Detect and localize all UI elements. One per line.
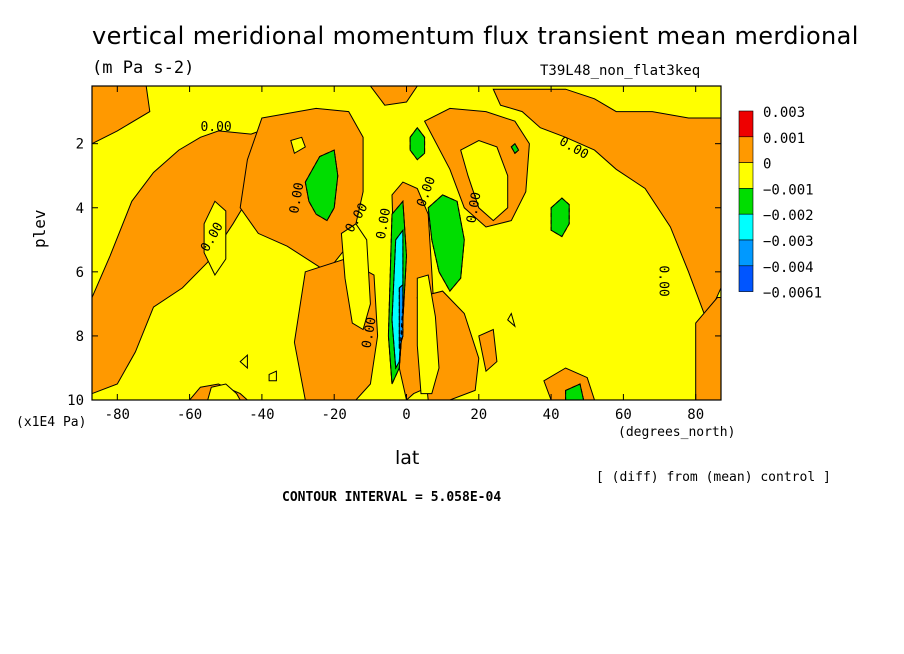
- contour-region-13: [203, 200, 227, 276]
- contour-region-17: [207, 383, 241, 400]
- dashed-contour-22: [304, 149, 339, 222]
- dashed-contour-24: [550, 197, 570, 238]
- contour-region-19: [268, 370, 277, 382]
- contour-region-1: [92, 86, 151, 145]
- legend-label-2: 0: [763, 157, 771, 173]
- contour-region-8: [369, 86, 418, 106]
- y-tick-label-6: 6: [76, 265, 84, 281]
- dashed-contour-26: [387, 200, 408, 385]
- chart-title: vertical meridional momentum flux transi…: [92, 22, 859, 50]
- contour-label-9: 0.00: [656, 265, 671, 296]
- legend-swatch-0: [738, 110, 754, 138]
- contour-region-21: [507, 312, 516, 328]
- dashed-contour-23: [427, 194, 465, 292]
- x-tick-label-80: 80: [687, 407, 704, 423]
- contour-label-5: 0.00: [374, 207, 394, 240]
- contour-region-2: [239, 107, 364, 273]
- legend-label-7: −0.0061: [763, 286, 822, 302]
- legend-swatch-3: [738, 188, 754, 215]
- legend-swatch-6: [738, 265, 754, 292]
- y-tick-label-4: 4: [76, 201, 84, 217]
- contour-region-16: [460, 139, 509, 222]
- legend-swatch-1: [738, 136, 754, 163]
- dashed-contour-28: [510, 142, 520, 155]
- legend-swatch-5: [738, 239, 754, 267]
- x-tick-label-60: 60: [615, 407, 632, 423]
- legend-label-3: −0.001: [763, 182, 814, 198]
- legend-swatch-2: [738, 162, 754, 189]
- color-legend: 0.003 0.001 0 −0.001 −0.002 −0.003 −0.004 −0.00…: [738, 105, 822, 302]
- contour-fills: [92, 86, 721, 400]
- contour-region-10: [478, 328, 498, 373]
- x-tick-label--80: -80: [105, 407, 130, 423]
- x-tick-label--20: -20: [322, 407, 347, 423]
- x-tick-label--40: -40: [249, 407, 274, 423]
- contour-region-15: [416, 274, 440, 395]
- legend-label-0: 0.003: [763, 105, 805, 121]
- axes: -80 -60 -40 -20 0 20 40 60 80 2 4 6 8 10: [67, 86, 721, 423]
- y-tick-label-8: 8: [76, 329, 84, 345]
- legend-label-4: −0.002: [763, 208, 814, 224]
- contour-label-6: 0.00: [360, 316, 380, 349]
- dashed-contour-30: [398, 283, 404, 349]
- dashed-contour-27: [565, 383, 585, 400]
- chart-units: (m Pa s-2): [92, 58, 195, 78]
- legend-label-5: −0.003: [763, 234, 814, 250]
- x-tick-label-40: 40: [543, 407, 560, 423]
- run-label: T39L48_non_flat3keq: [540, 63, 701, 79]
- contour-label-0: 0.00: [200, 120, 231, 135]
- dashed-contour-29: [391, 228, 404, 370]
- contour-region-14: [340, 223, 371, 331]
- x-tick-label-20: 20: [470, 407, 487, 423]
- negative-contour-lines: [304, 126, 585, 400]
- legend-label-6: −0.004: [763, 260, 814, 276]
- contour-interval: CONTOUR INTERVAL = 5.058E-04: [282, 490, 502, 505]
- contour-label-7: 0.00: [464, 191, 484, 224]
- x-tick-label--60: -60: [177, 407, 202, 423]
- contour-region-12: [695, 297, 721, 400]
- y-tick-label-2: 2: [76, 137, 84, 153]
- contour-region-25: [409, 126, 426, 161]
- contour-region-18: [290, 136, 306, 155]
- legend-swatch-4: [738, 213, 754, 241]
- x-axis-label: lat: [395, 447, 420, 469]
- contour-region-7: [492, 88, 721, 322]
- y-axis-units: (x1E4 Pa): [16, 415, 87, 430]
- y-tick-label-10: 10: [67, 393, 84, 409]
- contour-label-1: 0.00: [287, 181, 307, 214]
- x-axis-units: (degrees_north): [618, 425, 736, 440]
- x-tick-label-0: 0: [402, 407, 410, 423]
- contour-region-20: [239, 353, 248, 370]
- legend-label-1: 0.001: [763, 131, 805, 147]
- diff-note: [ (diff) from (mean) control ]: [596, 470, 831, 485]
